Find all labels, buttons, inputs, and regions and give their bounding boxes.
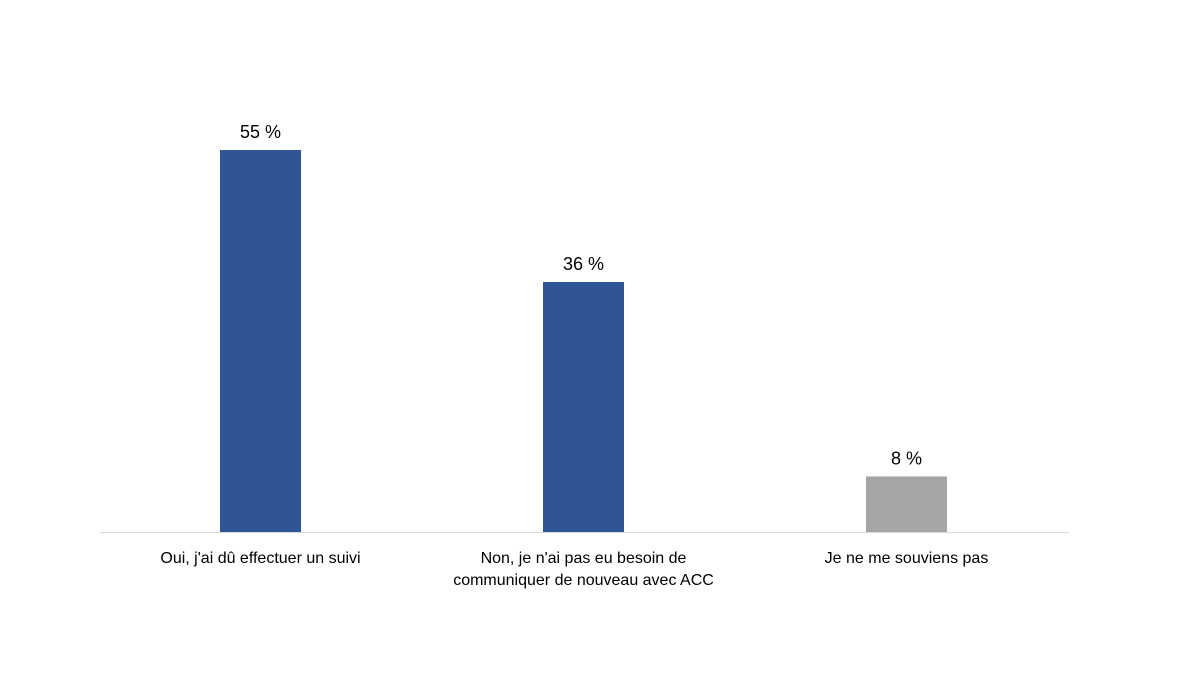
- category-label: Non, je n'ai pas eu besoin de communiquer…: [424, 548, 744, 592]
- data-label: 36 %: [563, 254, 604, 274]
- category-label: Je ne me souviens pas: [747, 548, 1067, 570]
- category-label-line: Oui, j'ai dû effectuer un suivi: [160, 550, 361, 567]
- category-label-line: Je ne me souviens pas: [824, 550, 989, 567]
- data-label: 8 %: [891, 448, 922, 468]
- category-label-line: Non, je n'ai pas eu besoin de: [480, 550, 687, 567]
- category-label: Oui, j'ai dû effectuer un suivi: [101, 548, 421, 570]
- bar: [866, 476, 947, 532]
- bar: [543, 281, 624, 532]
- bar: [220, 150, 301, 532]
- category-label-line: communiquer de nouveau avec ACC: [453, 572, 714, 589]
- data-label: 55 %: [240, 122, 281, 142]
